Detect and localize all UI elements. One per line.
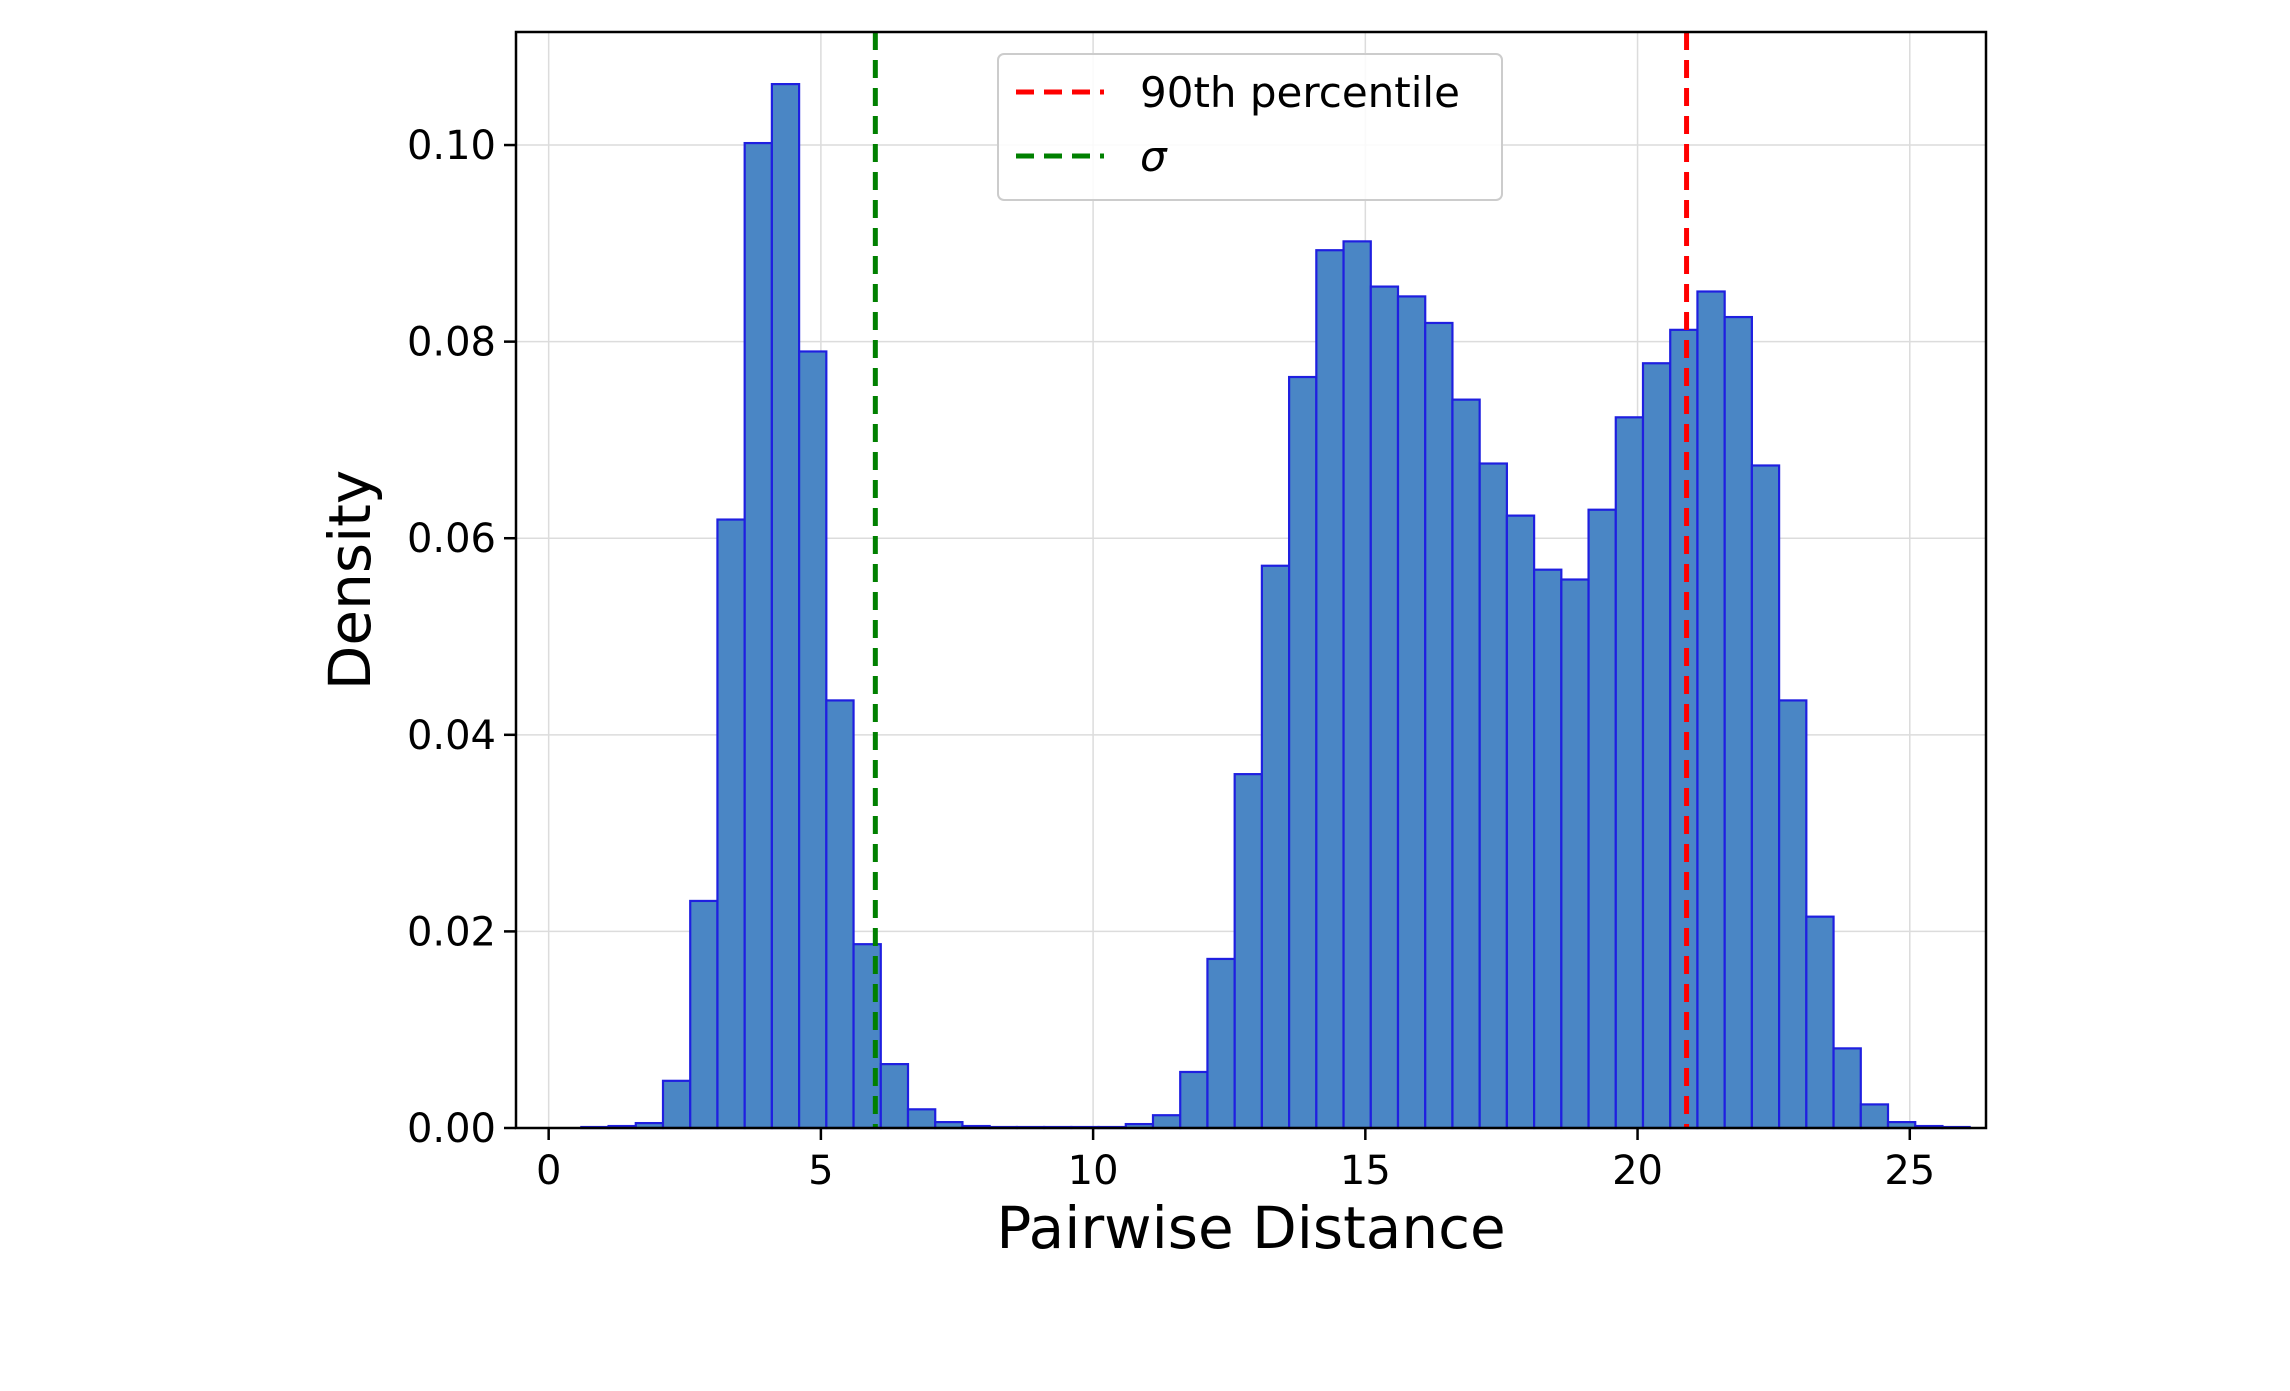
y-tick-label: 0.04 (407, 713, 496, 759)
histogram-bar (1478, 462, 1508, 1130)
histogram-bar (1805, 915, 1835, 1130)
histogram-bar (1206, 957, 1236, 1130)
histogram-bar (1342, 240, 1372, 1130)
legend-label-percentile: 90th percentile (1140, 68, 1460, 117)
bars-layer (580, 82, 1971, 1130)
x-axis-title: Pairwise Distance (996, 1194, 1505, 1262)
x-tick-label: 15 (1340, 1148, 1391, 1194)
vlines-layer (872, 32, 1690, 1128)
histogram-bar (825, 699, 855, 1130)
histogram-bar (879, 1063, 910, 1130)
x-tick-label: 10 (1068, 1148, 1119, 1194)
histogram-bar (798, 350, 828, 1130)
histogram-bar (716, 518, 746, 1130)
histogram-bar (1505, 514, 1536, 1130)
y-axis-title: Density (316, 470, 384, 691)
histogram-bar (1315, 249, 1345, 1130)
histogram-bar (1233, 773, 1263, 1130)
histogram-bar (1396, 295, 1427, 1130)
plot-frame (514, 30, 1988, 1130)
legend-label-sigma: σ (1140, 132, 1168, 181)
histogram-bar (1641, 362, 1672, 1130)
histogram-bar (1533, 568, 1563, 1130)
legend-box (997, 53, 1503, 201)
histogram-bar (1587, 508, 1617, 1130)
histogram-bar (1260, 564, 1291, 1130)
histogram-bar (1696, 290, 1726, 1130)
y-tick-label: 0.00 (407, 1106, 496, 1152)
histogram-bar (1778, 699, 1808, 1130)
histogram-bar (1179, 1070, 1209, 1130)
histogram-bar (906, 1108, 937, 1130)
histogram-bar (689, 899, 719, 1130)
histogram-bar (1560, 578, 1590, 1130)
x-tick-label: 25 (1884, 1148, 1935, 1194)
histogram-bar (1151, 1114, 1182, 1130)
histogram-bar (1451, 398, 1481, 1130)
histogram-bar (1750, 464, 1781, 1130)
histogram-bar (661, 1079, 692, 1130)
histogram-bar (743, 141, 773, 1130)
histogram-bar (1832, 1047, 1862, 1130)
x-tick-label: 20 (1612, 1148, 1663, 1194)
x-tick-label: 5 (808, 1148, 833, 1194)
histogram-bar (770, 82, 801, 1130)
y-tick-label: 0.02 (407, 909, 496, 955)
histogram-bar (1614, 416, 1645, 1130)
x-tick-label: 0 (536, 1148, 561, 1194)
histogram-bar (1859, 1103, 1890, 1130)
histogram-bar (1288, 375, 1318, 1130)
histogram-bar (1424, 321, 1454, 1130)
y-tick-label: 0.08 (407, 320, 496, 366)
histogram-bar (1669, 328, 1699, 1130)
histogram-bar (1723, 315, 1753, 1130)
histogram-bar (1369, 285, 1400, 1130)
y-tick-label: 0.06 (407, 516, 496, 562)
ticks-layer: 0 5 10 15 20 25 0.00 0.02 0.04 0.06 0.08 0.10 (407, 123, 1935, 1194)
legend: 90th percentile σ (997, 53, 1503, 201)
y-tick-label: 0.10 (407, 123, 496, 169)
